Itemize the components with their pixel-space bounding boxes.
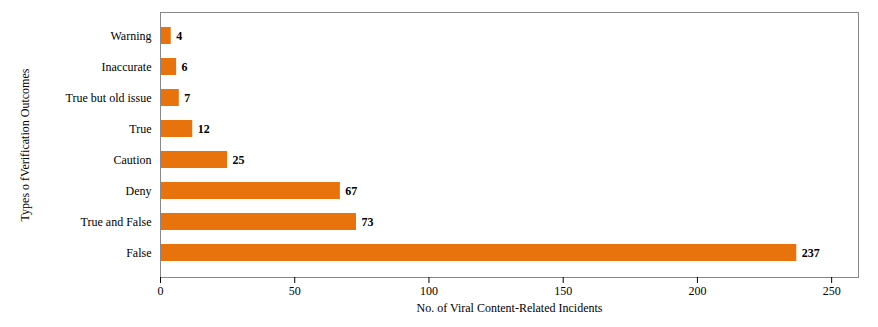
svg-text:Warning: Warning (110, 29, 151, 43)
svg-text:100: 100 (420, 284, 438, 298)
svg-text:150: 150 (554, 284, 572, 298)
svg-text:250: 250 (823, 284, 841, 298)
svg-text:7: 7 (184, 91, 190, 105)
svg-text:Inaccurate: Inaccurate (102, 60, 152, 74)
svg-text:237: 237 (802, 246, 820, 260)
svg-text:True: True (129, 122, 151, 136)
svg-text:No. of Viral Content-Related I: No. of Viral Content-Related Incidents (416, 301, 602, 315)
svg-text:4: 4 (176, 29, 182, 43)
svg-text:67: 67 (345, 184, 357, 198)
svg-text:6: 6 (182, 60, 188, 74)
svg-text:True and False: True and False (81, 215, 152, 229)
svg-text:True but old issue: True but old issue (66, 91, 152, 105)
svg-text:Caution: Caution (114, 153, 152, 167)
svg-text:25: 25 (233, 153, 245, 167)
svg-text:Types o fVerification Outcomes: Types o fVerification Outcomes (18, 68, 32, 221)
svg-text:Deny: Deny (126, 184, 152, 198)
svg-text:50: 50 (289, 284, 301, 298)
svg-text:0: 0 (158, 284, 164, 298)
svg-text:200: 200 (688, 284, 706, 298)
svg-text:False: False (126, 246, 151, 260)
svg-text:12: 12 (198, 122, 210, 136)
svg-text:73: 73 (361, 215, 373, 229)
